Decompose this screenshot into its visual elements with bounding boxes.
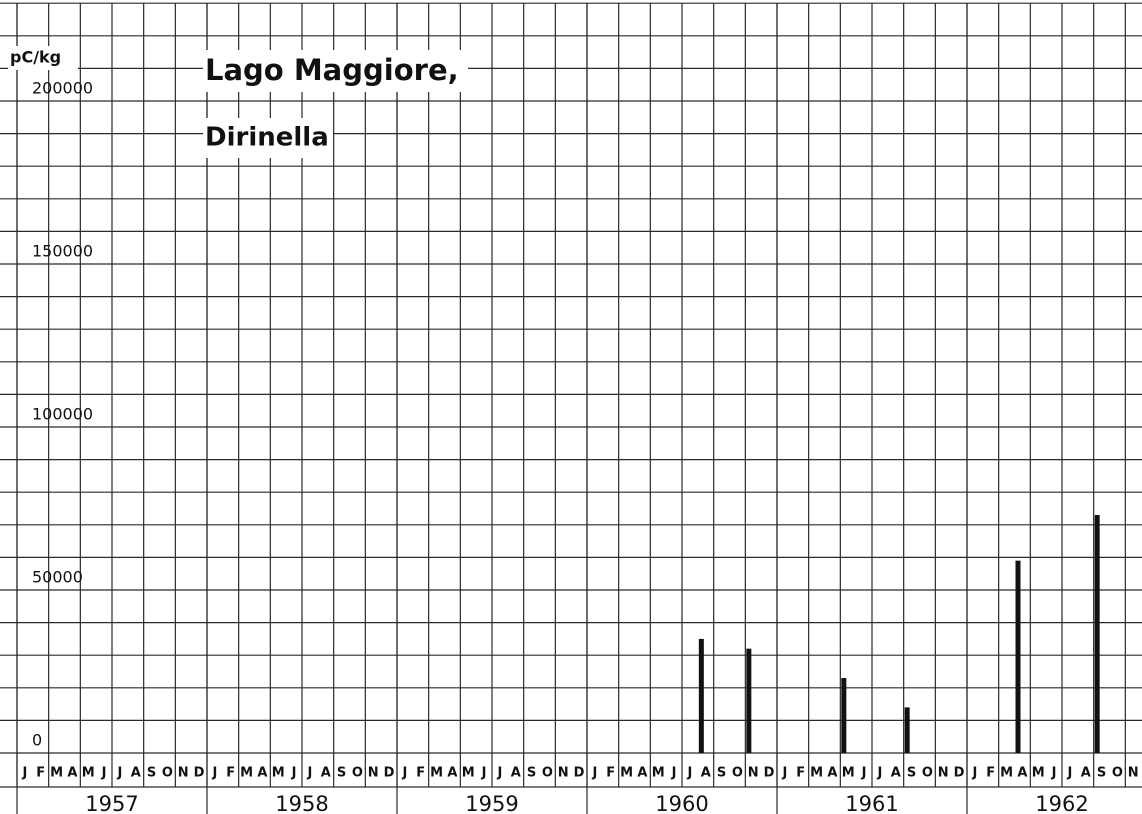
x-tick-label: A: [257, 766, 267, 781]
y-tick-label: 0: [32, 731, 42, 750]
x-tick-label: M: [652, 766, 665, 781]
subtitle-backdrop: [203, 118, 333, 158]
year-label: 1957: [85, 792, 138, 814]
x-tick-label: F: [986, 766, 995, 781]
x-tick-label: S: [907, 766, 916, 781]
x-tick-label: J: [781, 766, 787, 781]
x-tick-label: J: [1066, 766, 1072, 781]
x-tick-label: O: [162, 766, 173, 781]
x-tick-label: D: [384, 766, 395, 781]
title-backdrop: [203, 50, 468, 92]
bar: [746, 648, 752, 753]
x-tick-label: F: [796, 766, 805, 781]
x-tick-label: J: [496, 766, 502, 781]
y-label-backdrop: [8, 46, 78, 70]
x-tick-label: A: [447, 766, 457, 781]
x-tick-label: F: [416, 766, 425, 781]
x-tick-label: M: [462, 766, 475, 781]
x-tick-label: J: [21, 766, 27, 781]
x-tick-label: M: [810, 766, 823, 781]
year-label: 1958: [275, 792, 328, 814]
x-tick-label: J: [591, 766, 597, 781]
x-tick-label: M: [82, 766, 95, 781]
x-tick-label: J: [671, 766, 677, 781]
year-label: 1959: [465, 792, 518, 814]
x-tick-label: O: [732, 766, 743, 781]
x-tick-label: A: [511, 766, 521, 781]
x-tick-label: J: [1051, 766, 1057, 781]
x-tick-label: M: [842, 766, 855, 781]
x-tick-label: F: [606, 766, 615, 781]
x-tick-label: M: [272, 766, 285, 781]
y-tick-label: 150000: [32, 242, 93, 261]
x-tick-label: S: [147, 766, 156, 781]
x-tick-label: D: [194, 766, 205, 781]
x-tick-label: S: [527, 766, 536, 781]
x-tick-label: F: [36, 766, 45, 781]
x-tick-label: A: [637, 766, 647, 781]
y-axis-label: pC/kg: [10, 48, 61, 67]
x-tick-label: D: [574, 766, 585, 781]
bar: [698, 638, 704, 753]
x-tick-label: A: [67, 766, 77, 781]
x-tick-label: J: [686, 766, 692, 781]
x-tick-label: M: [1000, 766, 1013, 781]
x-tick-label: N: [178, 766, 189, 781]
x-tick-label: N: [558, 766, 569, 781]
x-tick-label: J: [306, 766, 312, 781]
bar: [841, 678, 847, 753]
x-tick-label: J: [211, 766, 217, 781]
x-tick-label: M: [50, 766, 63, 781]
x-tick-label: M: [1032, 766, 1045, 781]
x-tick-label: J: [101, 766, 107, 781]
x-tick-label: D: [954, 766, 965, 781]
x-tick-label: J: [116, 766, 122, 781]
labels: 0 50000 100000 150000 200000 1957 1958 1959 1960…: [21, 79, 1139, 814]
x-tick-label: S: [1097, 766, 1106, 781]
x-tick-label: N: [368, 766, 379, 781]
year-label: 1962: [1035, 792, 1088, 814]
x-tick-label: O: [542, 766, 553, 781]
x-tick-label: J: [971, 766, 977, 781]
y-tick-label: 50000: [32, 568, 83, 587]
x-tick-label: N: [1128, 766, 1139, 781]
x-tick-label: M: [430, 766, 443, 781]
bar: [1094, 515, 1100, 753]
bar: [1015, 560, 1021, 753]
x-tick-label: J: [876, 766, 882, 781]
chart-title: Lago Maggiore,: [205, 53, 459, 87]
bar: [904, 707, 910, 753]
x-tick-label: M: [620, 766, 633, 781]
y-tick-label: 100000: [32, 405, 93, 424]
x-tick-label: S: [717, 766, 726, 781]
x-tick-label: A: [321, 766, 331, 781]
x-tick-label: A: [131, 766, 141, 781]
year-label: 1960: [655, 792, 708, 814]
x-tick-label: O: [1112, 766, 1123, 781]
x-tick-label: A: [891, 766, 901, 781]
x-tick-label: S: [337, 766, 346, 781]
x-tick-label: J: [481, 766, 487, 781]
x-tick-label: F: [226, 766, 235, 781]
x-tick-label: A: [701, 766, 711, 781]
year-label: 1961: [845, 792, 898, 814]
y-tick-label: 200000: [32, 79, 93, 98]
chart-subtitle: Dirinella: [205, 123, 329, 153]
x-tick-label: N: [748, 766, 759, 781]
x-tick-label: N: [938, 766, 949, 781]
x-tick-label: M: [240, 766, 253, 781]
x-tick-label: J: [401, 766, 407, 781]
x-tick-label: A: [1081, 766, 1091, 781]
x-tick-label: J: [291, 766, 297, 781]
x-tick-label: A: [1017, 766, 1027, 781]
marks: [698, 515, 1100, 753]
x-tick-label: D: [764, 766, 775, 781]
x-tick-label: O: [352, 766, 363, 781]
x-tick-label: A: [827, 766, 837, 781]
x-tick-label: O: [922, 766, 933, 781]
x-tick-label: J: [861, 766, 867, 781]
